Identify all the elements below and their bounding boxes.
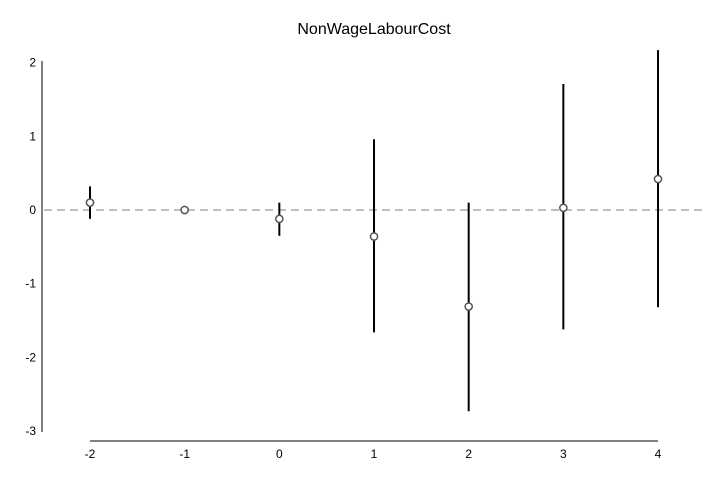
- x-tick-group: -2 -1 0 1 2 3 4: [85, 447, 662, 461]
- y-tick-label: -3: [25, 424, 36, 438]
- point-estimate: [653, 174, 663, 184]
- y-tick-label: -2: [25, 350, 36, 364]
- y-tick-label: 0: [29, 203, 36, 217]
- point-estimate: [464, 302, 474, 311]
- point-estimate: [559, 203, 568, 213]
- x-tick-label: 4: [655, 447, 662, 461]
- x-tick-label: 0: [276, 447, 283, 461]
- x-tick-label: 2: [465, 447, 472, 461]
- x-tick-label: -2: [85, 447, 96, 461]
- y-tick-label: 1: [29, 129, 36, 143]
- x-tick-label: -1: [179, 447, 190, 461]
- point-estimate: [274, 214, 284, 224]
- point-estimate: [369, 232, 379, 241]
- chart-title: NonWageLabourCost: [297, 21, 451, 38]
- point-estimate: [85, 198, 95, 207]
- marks-group: [85, 50, 663, 412]
- y-tick-label: 2: [29, 56, 36, 70]
- x-tick-label: 1: [371, 447, 378, 461]
- y-tick-label: -1: [25, 277, 36, 291]
- x-tick-label: 3: [560, 447, 567, 461]
- point-estimate: [180, 205, 190, 215]
- y-tick-group: 2 1 0 -1 -2 -3: [25, 56, 36, 439]
